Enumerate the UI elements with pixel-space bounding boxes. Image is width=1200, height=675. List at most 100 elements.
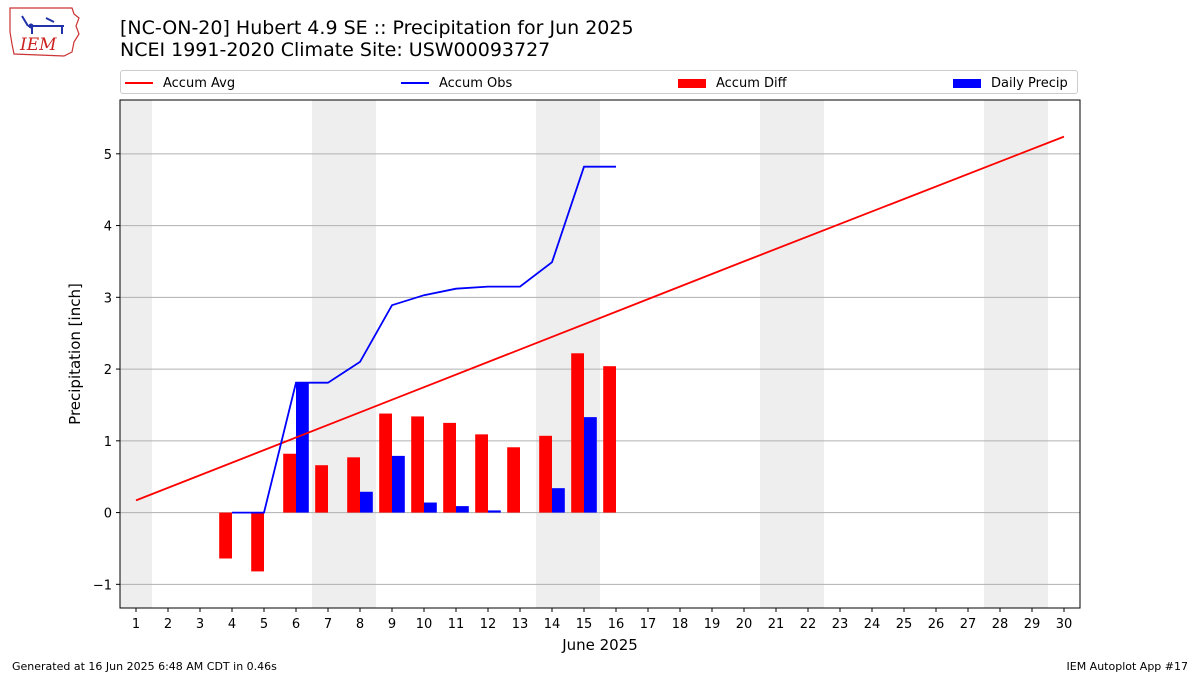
x-tick-label-23: 23 xyxy=(832,617,849,632)
weekend-band-8 xyxy=(344,100,376,608)
footer-app: IEM Autoplot App #17 xyxy=(1066,660,1189,673)
legend-swatch-accum-diff xyxy=(678,78,706,88)
legend-swatch-daily-precip xyxy=(953,78,981,88)
x-tick-label-27: 27 xyxy=(960,617,977,632)
x-tick-label-6: 6 xyxy=(292,617,300,632)
x-tick-label-11: 11 xyxy=(448,617,465,632)
weekend-band-21 xyxy=(760,100,792,608)
footer-generated: Generated at 16 Jun 2025 6:48 AM CDT in … xyxy=(12,660,277,673)
x-tick-label-13: 13 xyxy=(512,617,529,632)
bar-daily-precip-day-9 xyxy=(392,455,405,513)
legend-label-accum-obs: Accum Obs xyxy=(439,75,513,91)
x-tick-label-20: 20 xyxy=(736,617,753,632)
y-tick-label-2: 2 xyxy=(104,363,112,378)
legend-label-accum-avg: Accum Avg xyxy=(163,75,236,91)
legend-label-accum-diff: Accum Diff xyxy=(716,75,787,91)
x-axis-label: June 2025 xyxy=(561,636,638,654)
x-tick-label-24: 24 xyxy=(864,617,881,632)
line-accum-avg xyxy=(135,135,1065,502)
bar-daily-precip-day-12 xyxy=(488,510,501,513)
weekend-band-14 xyxy=(536,100,568,608)
x-tick-label-3: 3 xyxy=(196,617,204,632)
bar-accum-diff-day-9 xyxy=(379,413,392,513)
weather-station-icon xyxy=(21,15,64,34)
legend: Accum Avg Accum Obs Accum Diff Daily Pre… xyxy=(120,70,1078,94)
x-tick-label-16: 16 xyxy=(608,617,625,632)
bar-accum-diff-day-12 xyxy=(475,434,488,513)
x-tick-label-28: 28 xyxy=(992,617,1009,632)
chart-title-line2: NCEI 1991-2020 Climate Site: USW00093727 xyxy=(120,39,551,61)
y-axis-label: Precipitation [inch] xyxy=(66,283,84,425)
chart-title-line1: [NC-ON-20] Hubert 4.9 SE :: Precipitatio… xyxy=(120,17,634,39)
legend-swatch-accum-obs xyxy=(401,82,429,84)
series-lines xyxy=(135,135,1065,514)
chart-title: [NC-ON-20] Hubert 4.9 SE :: Precipitatio… xyxy=(120,17,634,61)
bar-daily-precip-day-11 xyxy=(456,506,469,513)
x-tick-label-8: 8 xyxy=(356,617,364,632)
iem-logo: IEM xyxy=(9,7,80,57)
y-axis-ticks: −1 0 1 2 3 4 5 xyxy=(93,148,120,593)
legend-swatch-accum-avg xyxy=(125,82,153,84)
x-tick-label-2: 2 xyxy=(164,617,172,632)
bar-daily-precip-day-10 xyxy=(424,502,437,513)
x-tick-label-10: 10 xyxy=(416,617,433,632)
bar-daily-precip-day-14 xyxy=(552,488,565,513)
bar-accum-diff-day-10 xyxy=(411,416,424,513)
bar-daily-precip-day-15 xyxy=(584,417,597,513)
x-tick-label-22: 22 xyxy=(800,617,817,632)
y-tick-label-1: 1 xyxy=(104,435,112,450)
y-tick-label--1: −1 xyxy=(93,578,112,593)
x-tick-label-14: 14 xyxy=(544,617,561,632)
x-tick-label-18: 18 xyxy=(672,617,689,632)
weekend-band-22 xyxy=(792,100,824,608)
bar-accum-diff-day-13 xyxy=(507,447,520,513)
legend-item-accum-obs: Accum Obs xyxy=(401,74,512,92)
bar-daily-precip-day-8 xyxy=(360,491,373,513)
x-tick-label-25: 25 xyxy=(896,617,913,632)
y-tick-label-0: 0 xyxy=(104,507,112,522)
x-tick-label-9: 9 xyxy=(388,617,396,632)
x-axis-ticks: 1 2 3 4 5 6 7 8 9 10 11 12 13 14 15 16 17 18 19 20 21 22 23 24 2… xyxy=(132,608,1072,632)
bars xyxy=(219,353,616,572)
x-tick-label-17: 17 xyxy=(640,617,657,632)
bar-accum-diff-day-16 xyxy=(603,366,616,513)
weekend-band-28 xyxy=(984,100,1016,608)
legend-label-daily-precip: Daily Precip xyxy=(991,75,1068,91)
x-tick-label-19: 19 xyxy=(704,617,721,632)
weekend-band-29 xyxy=(1016,100,1048,608)
bar-accum-diff-day-4 xyxy=(219,512,232,559)
gridlines xyxy=(120,153,1080,585)
logo-text: IEM xyxy=(19,35,57,55)
x-tick-label-15: 15 xyxy=(576,617,593,632)
x-tick-label-21: 21 xyxy=(768,617,785,632)
x-tick-label-1: 1 xyxy=(132,617,140,632)
bar-accum-diff-day-11 xyxy=(443,422,456,513)
bar-accum-diff-day-7 xyxy=(315,465,328,513)
x-tick-label-4: 4 xyxy=(228,617,236,632)
weekend-band-1 xyxy=(120,100,152,608)
bar-accum-diff-day-15 xyxy=(571,353,584,513)
plot-frame xyxy=(119,99,1081,609)
line-accum-obs xyxy=(232,165,616,514)
bar-accum-diff-day-8 xyxy=(347,457,360,513)
bar-accum-diff-day-14 xyxy=(539,435,552,513)
iowa-outline-icon xyxy=(9,7,80,57)
bar-accum-diff-day-6 xyxy=(283,453,296,513)
x-tick-label-7: 7 xyxy=(324,617,332,632)
legend-item-daily-precip: Daily Precip xyxy=(953,74,1068,92)
bar-daily-precip-day-6 xyxy=(296,382,309,513)
y-tick-label-3: 3 xyxy=(104,291,112,306)
legend-item-accum-diff: Accum Diff xyxy=(678,74,787,92)
bar-accum-diff-day-5 xyxy=(251,512,264,572)
weekend-shading xyxy=(120,100,1048,608)
y-tick-label-4: 4 xyxy=(104,220,112,235)
x-tick-label-12: 12 xyxy=(480,617,497,632)
y-tick-label-5: 5 xyxy=(104,148,112,163)
x-tick-label-26: 26 xyxy=(928,617,945,632)
legend-item-accum-avg: Accum Avg xyxy=(125,74,235,92)
x-tick-label-30: 30 xyxy=(1056,617,1073,632)
weekend-band-7 xyxy=(312,100,344,608)
x-tick-label-29: 29 xyxy=(1024,617,1041,632)
x-tick-label-5: 5 xyxy=(260,617,268,632)
